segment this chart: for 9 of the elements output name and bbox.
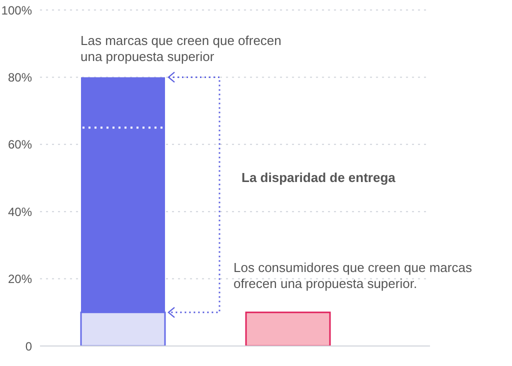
y-tick-label: 20% [8, 272, 32, 286]
y-tick-label: 60% [8, 138, 32, 152]
annotation: La disparidad de entrega [242, 170, 396, 186]
y-tick-label: 0 [25, 339, 32, 354]
y-tick-label: 100% [1, 3, 32, 18]
annotation: Las marcas que creen que ofrecen una propuesta superior [80, 33, 282, 66]
annotation: Los consumidores que creen que marcas ofrecen una propuesta superior. [234, 260, 473, 292]
y-tick-label: 40% [8, 204, 32, 219]
y-tick-label: 80% [8, 70, 32, 84]
